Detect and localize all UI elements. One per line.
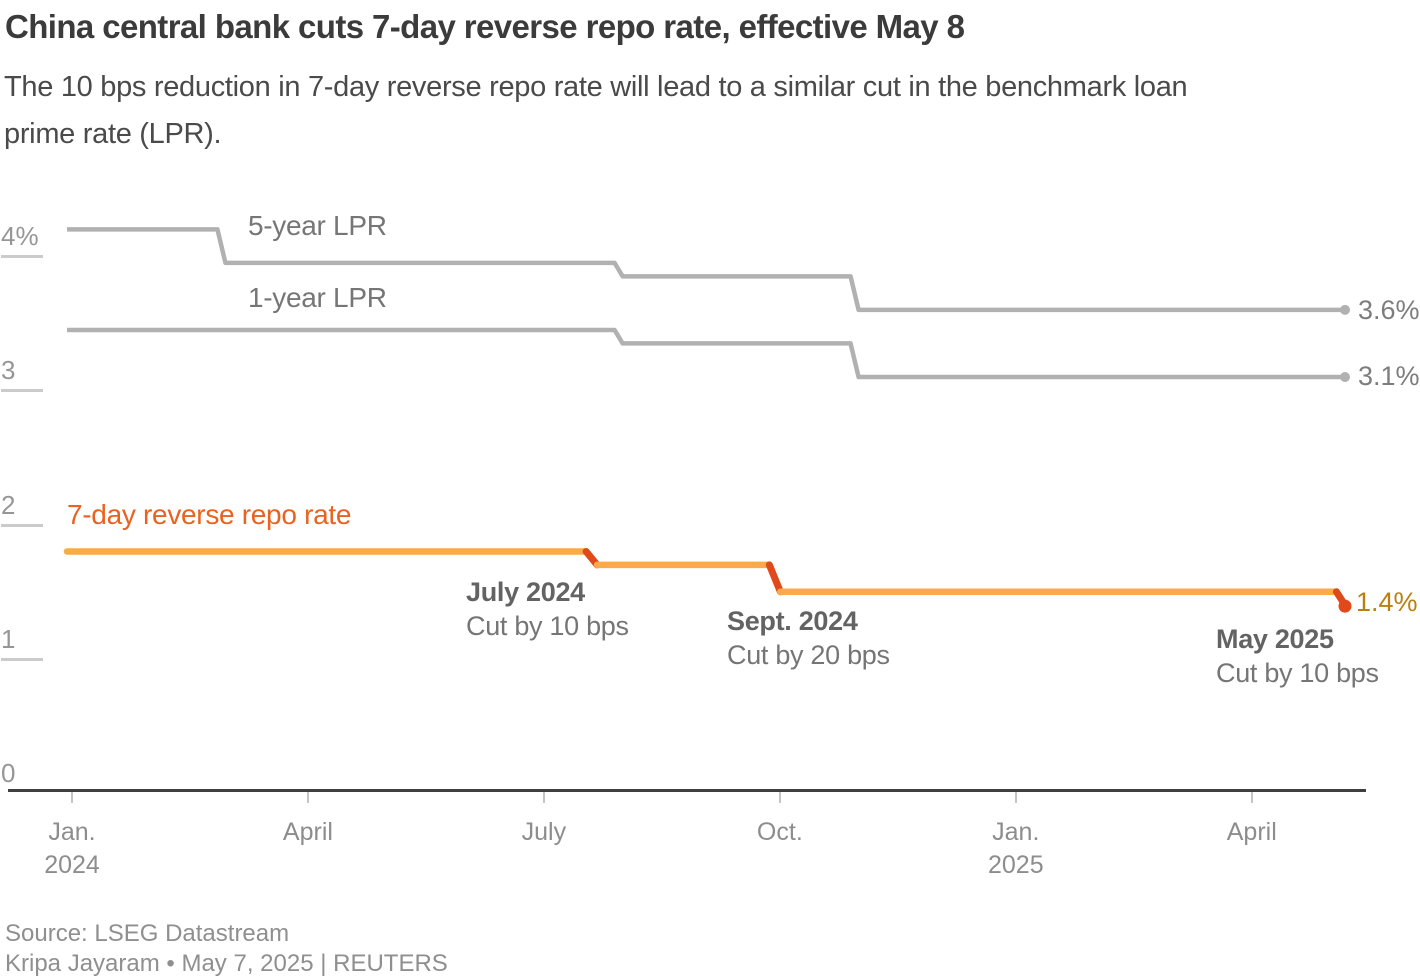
series-end-dot [1340, 304, 1350, 315]
x-axis-label: Jan. 2024 [44, 818, 100, 879]
annotation-sept-2024-text: Cut by 20 bps [727, 640, 890, 670]
x-axis-label: Jan. 2025 [987, 818, 1044, 879]
x-axis-tick [1014, 792, 1017, 803]
x-axis-label: April [282, 818, 333, 846]
y-axis-label: 1 [1, 625, 43, 661]
series-label-7-day-repo-rate: 7-day reverse repo rate [67, 499, 352, 530]
x-axis-tick [71, 792, 73, 803]
end-value-1-year-lpr: 3.1% [1358, 361, 1420, 391]
y-axis-label: 3 [1, 356, 43, 393]
byline: Kripa Jayaram • May 7, 2025 | REUTERS [5, 950, 448, 977]
source-note: Source: LSEG Datastream [5, 920, 290, 947]
end-value-7-day-repo-rate: 1.4% [1356, 587, 1418, 617]
x-axis-label: July [521, 818, 567, 846]
x-axis-tick [542, 792, 545, 803]
annotation-may-2025-title: May 2025 [1216, 624, 1334, 654]
series-end-dot [1340, 371, 1350, 382]
series-segment [765, 561, 784, 596]
annotation-may-2025: May 2025 Cut by 10 bps [1216, 622, 1379, 690]
annotation-july-2024-text: Cut by 10 bps [466, 611, 629, 641]
y-axis-label: 4% [1, 222, 43, 259]
annotation-july-2024: July 2024 Cut by 10 bps [466, 575, 629, 643]
line-1-year-lpr [67, 327, 1345, 380]
end-value-5-year-lpr: 3.6% [1358, 295, 1420, 325]
x-axis-tick [306, 792, 309, 803]
x-axis-tick [778, 792, 781, 803]
series-end-dot [1338, 599, 1352, 613]
chart-subtitle: The 10 bps reduction in 7-day reverse re… [4, 71, 1188, 150]
x-axis-line [8, 789, 1366, 792]
annotation-sept-2024-title: Sept. 2024 [727, 606, 858, 636]
y-axis-label: 2 [1, 491, 43, 527]
x-axis-tick [1250, 792, 1253, 803]
x-axis-label: April [1226, 818, 1277, 846]
annotation-may-2025-text: Cut by 10 bps [1216, 658, 1379, 688]
y-axis-label: 0 [1, 758, 16, 788]
chart-title: China central bank cuts 7-day reverse re… [5, 8, 965, 45]
annotation-july-2024-title: July 2024 [466, 577, 585, 607]
x-axis-label: Oct. [756, 818, 803, 846]
line-5-year-lpr [67, 227, 1345, 313]
series-label-5-year-lpr: 5-year LPR [248, 210, 387, 241]
series-label-1-year-lpr: 1-year LPR [248, 282, 387, 313]
annotation-sept-2024: Sept. 2024 Cut by 20 bps [727, 604, 890, 672]
